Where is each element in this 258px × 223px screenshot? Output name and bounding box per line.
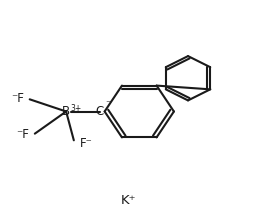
Text: K⁺: K⁺ <box>121 194 137 207</box>
Text: C: C <box>96 105 104 118</box>
Text: B: B <box>62 105 70 118</box>
Text: ⁻F: ⁻F <box>16 128 29 141</box>
Text: 3+: 3+ <box>70 104 82 113</box>
Text: ⁻F: ⁻F <box>11 92 24 105</box>
Text: F⁻: F⁻ <box>79 137 92 150</box>
Text: ⁻: ⁻ <box>106 99 111 109</box>
